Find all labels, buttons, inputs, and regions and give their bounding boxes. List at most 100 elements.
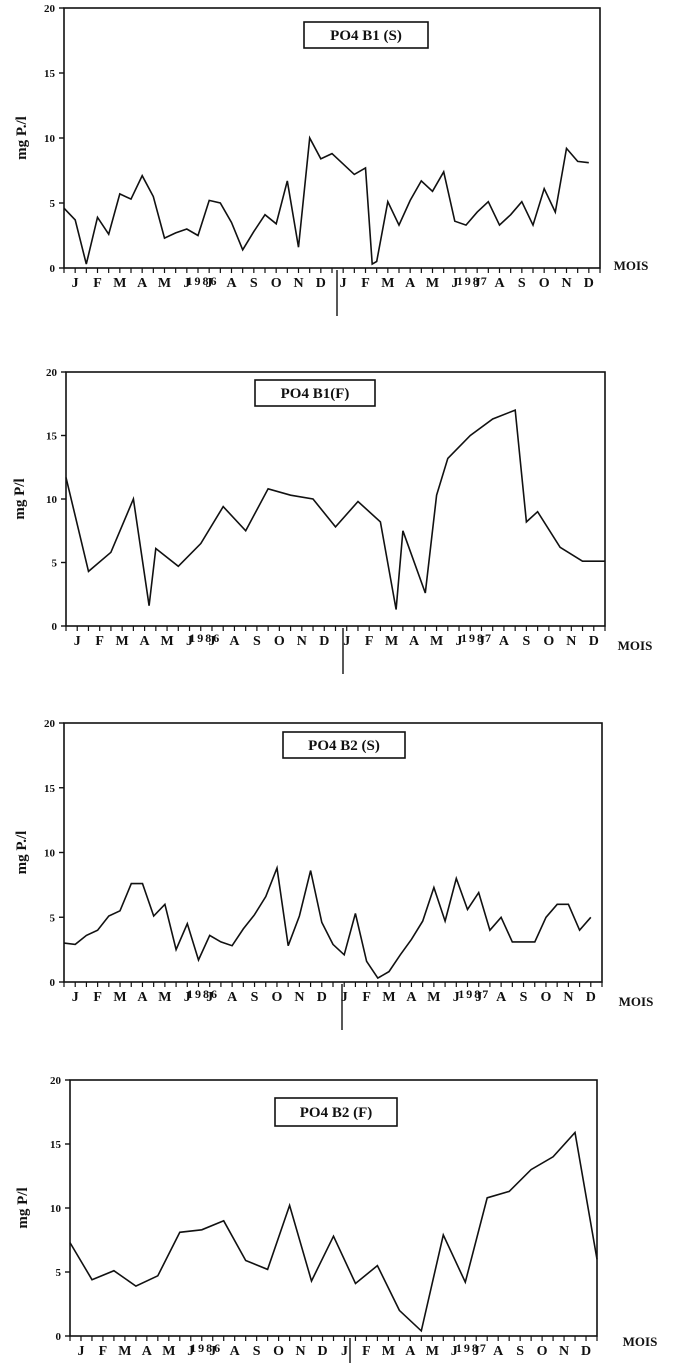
chart-1-month-label: O: [539, 276, 550, 291]
chart-3-month-label: J: [341, 990, 348, 1005]
chart-4-title-box: [274, 1097, 398, 1127]
chart-4-month-label: S: [516, 1344, 524, 1359]
chart-1-ytick-label: 0: [50, 263, 56, 275]
chart-2-month-label: J: [74, 634, 81, 649]
chart-1-month-label: F: [361, 276, 370, 291]
chart-1-month-label: D: [584, 276, 594, 291]
chart-1-xlabel: MOIS: [614, 258, 649, 273]
chart-2-title-box: [254, 379, 376, 407]
chart-4-ytick-label: 10: [50, 1203, 62, 1215]
chart-1-month-label: M: [158, 276, 171, 291]
chart-3-month-label: O: [541, 990, 552, 1005]
chart-2-month-label: J: [456, 634, 463, 649]
chart-2-month-label: J: [343, 634, 350, 649]
chart-2-month-label: S: [253, 634, 261, 649]
chart-3-month-label: F: [93, 990, 102, 1005]
chart-3-month-label: A: [137, 990, 148, 1005]
chart-2-month-label: D: [589, 634, 599, 649]
chart-4-month-label: F: [99, 1344, 108, 1359]
chart-3-month-label: M: [427, 990, 440, 1005]
chart-1-month-label: S: [250, 276, 258, 291]
chart-3-month-label: F: [362, 990, 371, 1005]
chart-1-month-label: A: [494, 276, 505, 291]
chart-1-month-label: M: [381, 276, 394, 291]
chart-4-month-label: F: [362, 1344, 371, 1359]
chart-2-year-label: 1986: [189, 631, 221, 645]
chart-2-title: PO4 B1(F): [281, 386, 350, 402]
chart-4-month-label: N: [296, 1344, 306, 1359]
chart-3-month-label: A: [227, 990, 238, 1005]
chart-1-month-label: D: [316, 276, 326, 291]
chart-1-month-label: A: [405, 276, 416, 291]
chart-4-month-label: A: [405, 1344, 416, 1359]
chart-1-month-label: N: [561, 276, 571, 291]
chart-3-month-label: O: [272, 990, 283, 1005]
chart-2-ytick-label: 10: [46, 494, 58, 506]
chart-3-month-label: J: [453, 990, 460, 1005]
chart-2-ytick-label: 0: [52, 621, 58, 633]
chart-4-month-label: A: [142, 1344, 153, 1359]
chart-2-ytick-label: 5: [52, 558, 58, 570]
chart-3-ylabel: mg P./l: [14, 831, 30, 875]
chart-3-month-label: A: [406, 990, 417, 1005]
chart-1-month-label: O: [271, 276, 282, 291]
chart-2-month-label: A: [409, 634, 420, 649]
chart-4-xlabel: MOIS: [623, 1334, 658, 1349]
chart-3-month-label: N: [294, 990, 304, 1005]
chart-4-month-label: J: [451, 1344, 458, 1359]
chart-4-month-label: J: [187, 1344, 194, 1359]
chart-3-month-label: J: [72, 990, 79, 1005]
chart-3-title: PO4 B2 (S): [308, 738, 380, 754]
chart-4-year-label: 1987: [456, 1341, 488, 1355]
chart-3-ytick-label: 5: [50, 912, 56, 924]
chart-1-month-label: A: [137, 276, 148, 291]
chart-2-month-label: F: [95, 634, 104, 649]
chart-1-year-label: 1986: [186, 274, 218, 288]
chart-2-ytick-label: 15: [46, 431, 58, 443]
chart-2-month-label: O: [543, 634, 554, 649]
chart-1-title: PO4 B1 (S): [330, 28, 402, 44]
chart-3-month-label: S: [520, 990, 528, 1005]
chart-3-ytick-label: 15: [44, 783, 56, 795]
chart-4-month-label: J: [341, 1344, 348, 1359]
chart-4-month-label: M: [118, 1344, 131, 1359]
chart-3-month-label: A: [496, 990, 507, 1005]
chart-3-title-box: [282, 731, 406, 759]
chart-3-month-label: M: [382, 990, 395, 1005]
chart-1-month-label: F: [93, 276, 102, 291]
chart-3-month-label: M: [113, 990, 126, 1005]
chart-4-month-label: D: [581, 1344, 591, 1359]
chart-2-month-label: N: [297, 634, 307, 649]
chart-2-month-label: S: [522, 634, 530, 649]
chart-4-month-label: D: [317, 1344, 327, 1359]
chart-4-year-label: 1986: [190, 1341, 222, 1355]
chart-1-month-label: S: [518, 276, 526, 291]
chart-4-title: PO4 B2 (F): [300, 1105, 373, 1121]
chart-4-month-label: A: [230, 1344, 241, 1359]
chart-3-series-line: [63, 864, 592, 980]
chart-3-year-label: 1987: [458, 987, 490, 1001]
chart-2-month-label: M: [430, 634, 443, 649]
chart-1-year-label: 1987: [457, 274, 489, 288]
chart-3-month-label: J: [475, 990, 482, 1005]
chart-2-series-line: [65, 408, 605, 610]
chart-4-month-label: O: [537, 1344, 548, 1359]
chart-1-ytick-label: 10: [44, 133, 56, 145]
chart-2-month-label: A: [499, 634, 510, 649]
chart-3-month-label: J: [206, 990, 213, 1005]
chart-3-ytick-label: 20: [44, 718, 56, 730]
chart-1-month-label: J: [451, 276, 458, 291]
chart-1-ytick-label: 15: [44, 68, 56, 80]
chart-3-ytick-label: 10: [44, 848, 56, 860]
chart-2-xlabel: MOIS: [618, 638, 653, 653]
chart-2-month-label: J: [186, 634, 193, 649]
chart-4-ytick-label: 0: [56, 1331, 62, 1343]
chart-4-ytick-label: 20: [50, 1075, 62, 1087]
chart-2-month-label: J: [478, 634, 485, 649]
chart-1-month-label: J: [340, 276, 347, 291]
chart-3-month-label: S: [251, 990, 259, 1005]
chart-3-month-label: M: [158, 990, 171, 1005]
chart-1-ytick-label: 20: [44, 3, 56, 15]
chart-4-ytick-label: 5: [56, 1267, 62, 1279]
